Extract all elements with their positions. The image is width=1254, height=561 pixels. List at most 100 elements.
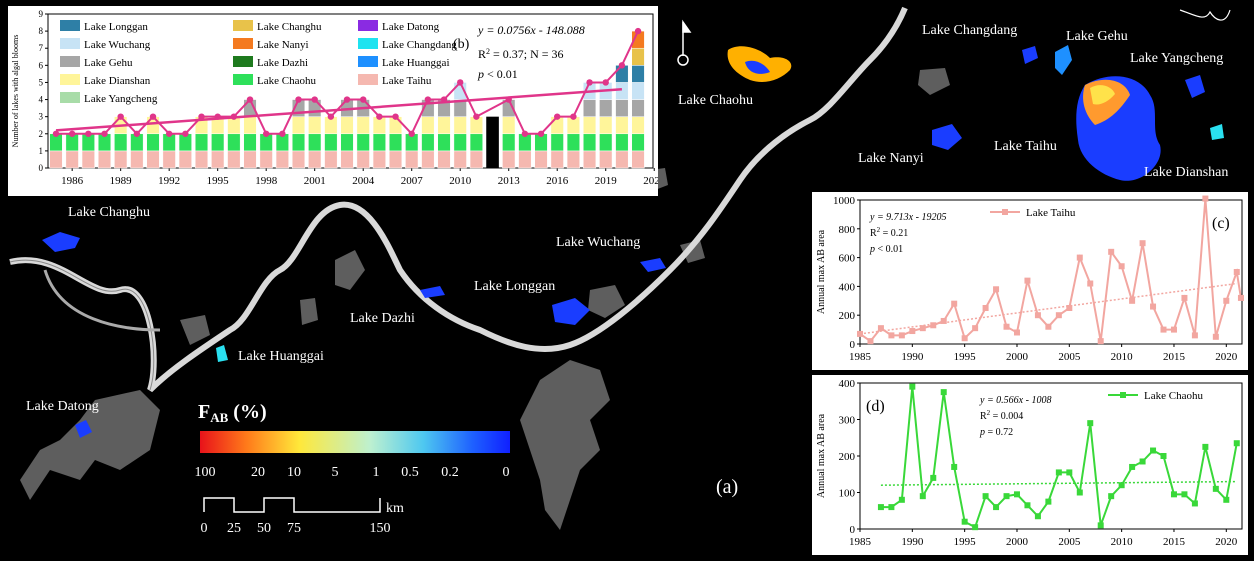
x-tick-label: 2019 [595, 175, 618, 187]
series-marker [888, 332, 895, 339]
scale-tick-label: 25 [227, 521, 241, 536]
bar-segment [388, 133, 403, 152]
label-lake-changhu: Lake Changhu [68, 205, 150, 220]
x-tick-label: 2005 [1058, 536, 1081, 548]
bar-segment [599, 150, 613, 169]
total-marker [392, 113, 399, 120]
legend-swatch [233, 20, 253, 31]
total-line [56, 30, 639, 136]
bar-segment [340, 116, 354, 135]
bar-segment [566, 133, 580, 152]
total-marker [602, 79, 609, 86]
bar-segment [631, 133, 645, 152]
x-tick-label: 1990 [901, 351, 924, 363]
lake-dianshan-shape [1210, 124, 1224, 140]
scale-unit: km [386, 501, 404, 516]
colorbar-tick-label: 100 [195, 465, 216, 480]
series-marker [961, 335, 968, 342]
bar-segment [65, 150, 79, 169]
legend-label: Lake Dazhi [257, 57, 308, 69]
bar-segment [97, 150, 112, 169]
series-marker [909, 328, 916, 335]
bar-segment [534, 150, 548, 169]
series-marker [1024, 277, 1031, 284]
bar-segment [49, 150, 63, 169]
x-tick-label: 2010 [1111, 536, 1134, 548]
x-tick-label: 2010 [449, 175, 472, 187]
series-marker [1045, 323, 1052, 330]
bar-segment [340, 133, 354, 152]
bar-segment [502, 133, 516, 152]
total-marker [634, 27, 642, 35]
total-marker [618, 62, 626, 69]
y-tick-label: 800 [839, 224, 856, 236]
series-marker [1118, 482, 1125, 489]
total-marker [85, 130, 92, 137]
total-marker [586, 79, 593, 86]
bar-segment [502, 116, 516, 135]
bar-segment [146, 150, 160, 169]
series-marker [1233, 440, 1240, 447]
y-tick-label: 400 [839, 378, 856, 390]
series-marker [961, 518, 968, 525]
bar-segment [566, 150, 580, 169]
series-marker [972, 524, 979, 531]
legend-swatch [233, 74, 253, 85]
x-tick-label: 1995 [954, 536, 977, 548]
bar-segment [356, 116, 370, 135]
x-tick-label: 2015 [1163, 536, 1186, 548]
series-marker [877, 504, 884, 511]
y-tick-label: 200 [839, 451, 856, 463]
lake-shape [300, 298, 318, 325]
bar-segment [146, 133, 160, 152]
scale-bar [203, 497, 381, 513]
series-marker [1097, 522, 1104, 529]
total-marker [343, 96, 351, 103]
legend-swatch [60, 74, 80, 85]
legend-label: Lake Wuchang [84, 39, 151, 51]
x-tick-label: 2020 [1215, 536, 1238, 548]
legend-label: Lake Taihu [382, 75, 432, 87]
y-tick-label: 1 [39, 146, 44, 156]
bar-segment [308, 133, 322, 152]
bar-segment [194, 150, 209, 169]
series-marker [951, 300, 958, 307]
p-value: p = 0.72 [979, 427, 1013, 438]
legend-marker [1120, 392, 1126, 398]
y-tick-label: 600 [839, 253, 856, 265]
x-tick-label: 1989 [110, 175, 133, 187]
y-tick-label: 9 [39, 9, 44, 19]
bar-segment [615, 150, 629, 169]
y-tick-label: 6 [39, 60, 44, 70]
y-tick-label: 2 [39, 129, 44, 139]
bar-segment [211, 150, 225, 169]
bar-segment [324, 133, 338, 152]
bar-segment [259, 150, 273, 169]
bar-segment [421, 116, 435, 135]
scale-tick-label: 75 [287, 521, 301, 536]
bar-segment [275, 150, 289, 169]
bar-segment [243, 133, 257, 152]
bar-segment [453, 133, 467, 152]
total-marker [246, 96, 254, 103]
series-marker [1191, 332, 1198, 339]
bar-segment [291, 150, 306, 169]
legend-marker [1002, 209, 1008, 215]
lake-nanyi-shape [932, 124, 962, 150]
lake-changhu-shape [42, 232, 80, 252]
y-tick-label: 4 [39, 95, 44, 105]
bar-segment [502, 150, 516, 169]
series-marker [1045, 498, 1052, 505]
bar-segment [178, 150, 192, 169]
bar-segment [437, 116, 451, 135]
x-tick-label: 2015 [1163, 351, 1186, 363]
label-lake-longgan: Lake Longgan [474, 279, 555, 294]
bar-segment [453, 150, 467, 169]
series-marker [1097, 338, 1104, 345]
total-marker [182, 130, 189, 137]
bar-segment [615, 82, 629, 100]
x-tick-label: 2020 [1215, 351, 1238, 363]
series-marker [898, 496, 905, 503]
bar-segment [243, 116, 257, 135]
